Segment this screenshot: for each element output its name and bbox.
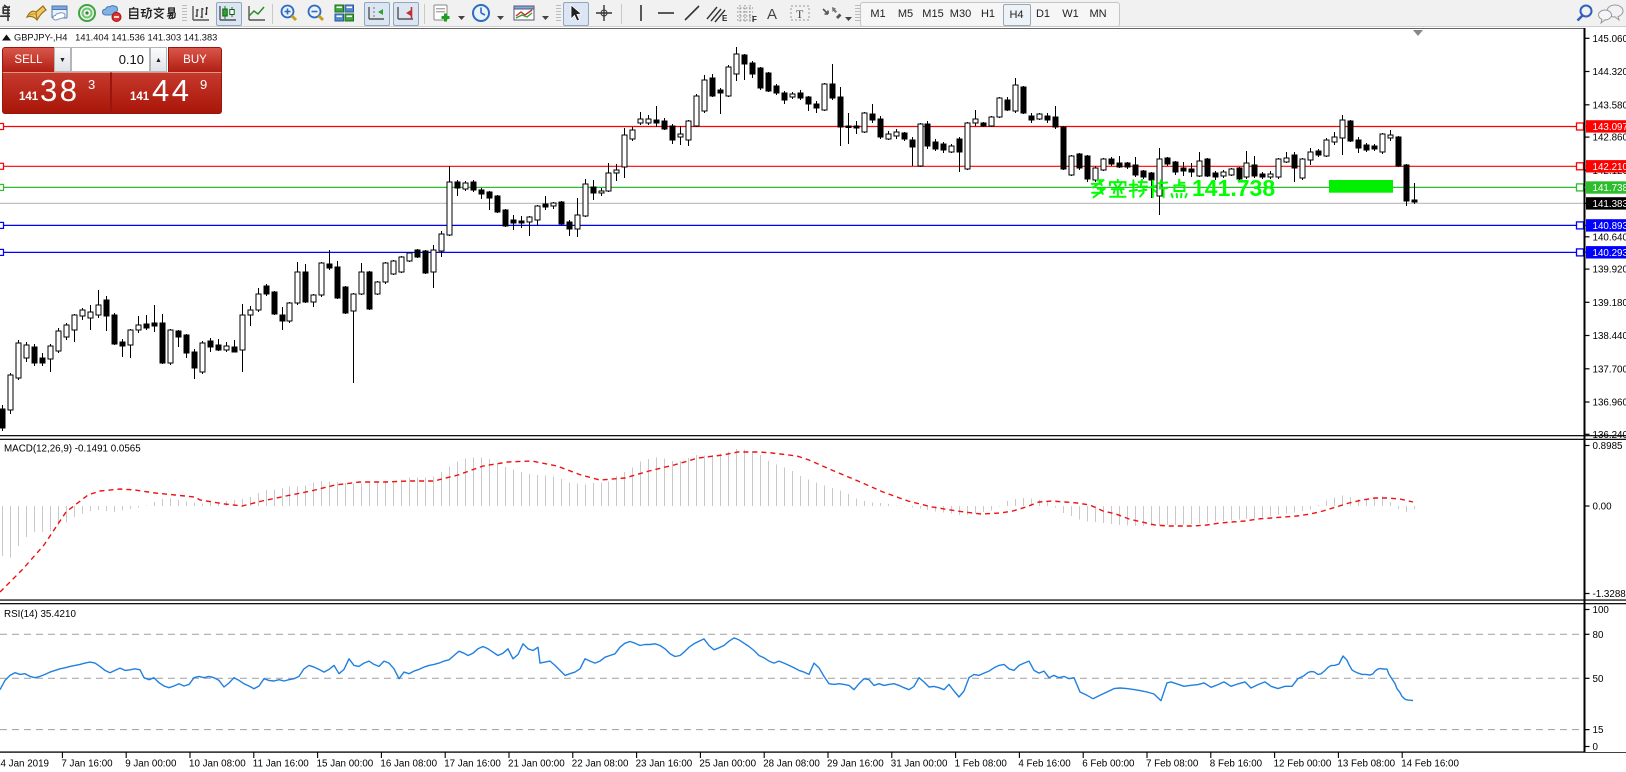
svg-text:15 Jan 00:00: 15 Jan 00:00 (317, 759, 374, 770)
svg-text:31 Jan 00:00: 31 Jan 00:00 (891, 759, 948, 770)
svg-text:0.00: 0.00 (1593, 502, 1613, 513)
svg-text:138.440: 138.440 (1593, 331, 1626, 342)
svg-text:141.383: 141.383 (1593, 199, 1626, 210)
svg-text:RSI(14) 35.4210: RSI(14) 35.4210 (4, 609, 76, 620)
svg-text:145.060: 145.060 (1593, 34, 1626, 45)
svg-text:25 Jan 00:00: 25 Jan 00:00 (699, 759, 756, 770)
svg-text:28 Jan 08:00: 28 Jan 08:00 (763, 759, 820, 770)
svg-text:144.320: 144.320 (1593, 67, 1626, 78)
svg-text:-1.3288: -1.3288 (1593, 589, 1626, 600)
svg-text:MACD(12,26,9) -0.1491 0.0565: MACD(12,26,9) -0.1491 0.0565 (4, 444, 141, 455)
svg-text:7 Feb 08:00: 7 Feb 08:00 (1146, 759, 1199, 770)
svg-text:4 Feb 16:00: 4 Feb 16:00 (1018, 759, 1071, 770)
svg-text:136.960: 136.960 (1593, 398, 1626, 409)
svg-text:13 Feb 08:00: 13 Feb 08:00 (1337, 759, 1395, 770)
svg-text:142.210: 142.210 (1593, 162, 1626, 173)
svg-text:136.240: 136.240 (1593, 430, 1626, 441)
svg-text:139.920: 139.920 (1593, 265, 1626, 276)
svg-text:16 Jan 08:00: 16 Jan 08:00 (380, 759, 437, 770)
svg-text:141.738: 141.738 (1593, 183, 1626, 194)
svg-text:GBPJPY-,H4 141.404 141.536 1: GBPJPY-,H4 141.404 141.536 141.303 141.3… (14, 33, 217, 43)
svg-text:11 Jan 16:00: 11 Jan 16:00 (253, 759, 309, 770)
svg-text:143.580: 143.580 (1593, 100, 1626, 111)
svg-text:139.180: 139.180 (1593, 298, 1626, 309)
svg-text:12 Feb 00:00: 12 Feb 00:00 (1274, 759, 1332, 770)
svg-text:T: T (796, 7, 804, 21)
svg-text:140.640: 140.640 (1593, 232, 1626, 243)
svg-text:17 Jan 16:00: 17 Jan 16:00 (444, 759, 501, 770)
svg-text:100: 100 (1593, 605, 1610, 616)
svg-text:4 Jan 2019: 4 Jan 2019 (1, 759, 49, 770)
svg-text:137.700: 137.700 (1593, 364, 1626, 375)
svg-text:142.860: 142.860 (1593, 133, 1626, 144)
svg-text:140.293: 140.293 (1593, 248, 1626, 259)
svg-text:0.8985: 0.8985 (1593, 441, 1624, 452)
svg-text:6 Feb 00:00: 6 Feb 00:00 (1082, 759, 1135, 770)
svg-text:141.738: 141.738 (1192, 175, 1275, 201)
svg-text:15: 15 (1593, 725, 1604, 736)
svg-text:F: F (752, 15, 757, 23)
svg-text:9 Jan 00:00: 9 Jan 00:00 (125, 759, 177, 770)
svg-text:14 Feb 16:00: 14 Feb 16:00 (1401, 759, 1459, 770)
svg-text:A: A (767, 6, 777, 23)
svg-text:1 Feb 08:00: 1 Feb 08:00 (955, 759, 1008, 770)
svg-text:50: 50 (1593, 674, 1604, 685)
svg-text:21 Jan 00:00: 21 Jan 00:00 (508, 759, 565, 770)
svg-text:8 Feb 16:00: 8 Feb 16:00 (1210, 759, 1263, 770)
svg-text:80: 80 (1593, 630, 1604, 641)
svg-text:10 Jan 08:00: 10 Jan 08:00 (189, 759, 246, 770)
svg-text:29 Jan 16:00: 29 Jan 16:00 (827, 759, 884, 770)
svg-text:E: E (722, 14, 728, 23)
svg-text:7 Jan 16:00: 7 Jan 16:00 (61, 759, 113, 770)
svg-text:0: 0 (1593, 742, 1599, 753)
svg-text:22 Jan 08:00: 22 Jan 08:00 (572, 759, 629, 770)
svg-text:23 Jan 16:00: 23 Jan 16:00 (636, 759, 693, 770)
svg-text:143.097: 143.097 (1593, 122, 1626, 133)
svg-text:140.893: 140.893 (1593, 221, 1626, 232)
